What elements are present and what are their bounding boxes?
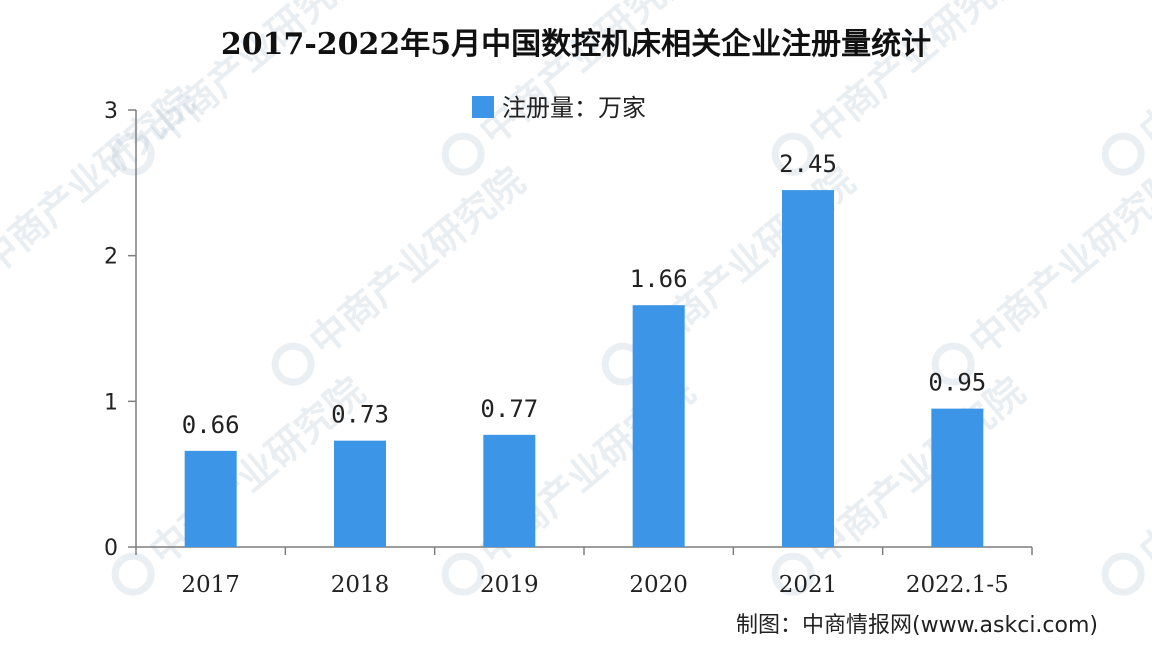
- watermark-text: 中商产业研究院: [801, 369, 1033, 574]
- bar-series: [184, 190, 984, 547]
- data-labels: 0.66 0.73 0.77 1.66 2.45 0.95: [182, 150, 986, 439]
- watermark: 中商产业研究院: [931, 159, 1152, 386]
- watermark-text: 中商产业研究院: [0, 79, 203, 284]
- watermark: 中商产业研究院: [1101, 369, 1152, 596]
- watermark: 中商产业研究院: [1101, 0, 1152, 176]
- legend-label: 注册量：万家: [502, 94, 646, 122]
- watermark-text: 中商产业研究院: [471, 0, 703, 154]
- y-tick-label: 0: [104, 536, 118, 561]
- watermark-logo: [771, 552, 815, 596]
- data-label-2021: 2.45: [779, 150, 837, 178]
- watermark-text: 中商产业研究院: [1131, 0, 1152, 154]
- watermark: 中商产业研究院: [271, 159, 533, 386]
- legend-swatch: [472, 96, 494, 118]
- bar-2022.1-5: [931, 408, 984, 547]
- y-tick-label: 1: [104, 390, 118, 415]
- watermark-text: 中商产业研究院: [961, 159, 1152, 364]
- watermark-logo: [931, 342, 975, 386]
- bar-2020: [632, 305, 685, 547]
- data-label-2019: 0.77: [480, 395, 538, 423]
- watermark-logo: [111, 132, 155, 176]
- legend: 注册量：万家: [472, 94, 646, 122]
- watermark-logo: [441, 132, 485, 176]
- chart-title: 2017-2022年5月中国数控机床相关企业注册量统计: [221, 27, 931, 62]
- x-axis: 2017 2018 2019 2020 2021 2022.1-5: [135, 546, 1033, 598]
- data-label-2017: 0.66: [182, 411, 240, 439]
- watermark-logo: [771, 132, 815, 176]
- watermark-logo: [1101, 552, 1145, 596]
- x-tick-label: 2017: [181, 572, 240, 598]
- watermark-logo: [111, 552, 155, 596]
- y-axis: 0 1 2 3: [104, 99, 137, 561]
- x-tick-label: 2020: [629, 572, 688, 598]
- data-label-2018: 0.73: [331, 401, 389, 429]
- bar-2017: [184, 450, 237, 547]
- data-label-2020: 1.66: [630, 265, 688, 293]
- bar-2019: [483, 434, 536, 547]
- bar-2018: [334, 440, 386, 547]
- data-label-2022.1-5: 0.95: [928, 369, 986, 397]
- source-note: 制图：中商情报网(www.askci.com): [736, 613, 1098, 638]
- watermark-text: 中商产业研究院: [1131, 369, 1152, 574]
- y-tick-label: 2: [104, 245, 118, 270]
- watermark-text: 中商产业研究院: [801, 0, 1033, 154]
- x-tick-label: 2019: [480, 572, 539, 598]
- watermark-logo: [271, 342, 315, 386]
- watermark-text: 中商产业研究院: [301, 159, 533, 364]
- watermark-logo: [1101, 132, 1145, 176]
- x-tick-label: 2022.1-5: [906, 572, 1009, 598]
- y-tick-label: 3: [104, 99, 118, 124]
- x-tick-label: 2018: [331, 572, 390, 598]
- x-tick-label: 2021: [779, 572, 838, 598]
- watermark-logo: [441, 552, 485, 596]
- bar-2021: [782, 190, 834, 547]
- watermark: 中商产业研究院: [0, 79, 203, 284]
